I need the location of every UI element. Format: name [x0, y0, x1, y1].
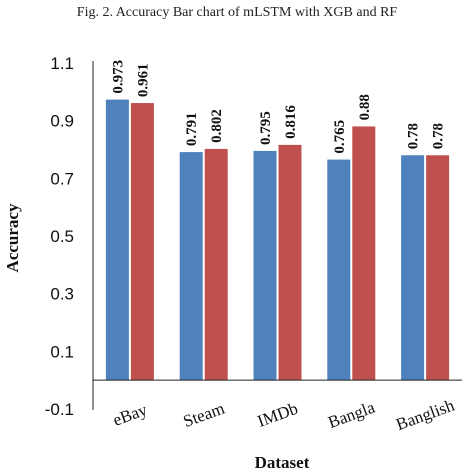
x-axis-categories: eBay Steam IMDb Bangla Banglish [110, 395, 457, 434]
y-tick-label: 1.1 [50, 54, 74, 73]
data-label: 0.791 [184, 112, 200, 146]
y-tick-label: 0.7 [50, 169, 74, 188]
data-label: 0.816 [283, 105, 299, 139]
data-label: 0.78 [406, 123, 422, 149]
category-label: IMDb [255, 399, 301, 431]
data-label: 0.78 [431, 123, 447, 149]
bar-series1 [179, 152, 203, 381]
bar-series2 [352, 126, 376, 381]
bar-series2 [130, 103, 154, 381]
x-axis-title: Dataset [255, 453, 310, 472]
data-label: 0.795 [258, 111, 274, 145]
bar-series1 [253, 150, 277, 381]
bar-series1 [327, 159, 351, 381]
category-label: Banglish [394, 395, 458, 434]
category-label: Bangla [326, 398, 378, 432]
data-labels: 0.973 0.961 0.791 0.802 0.795 0.816 0.765 0.88 0… [110, 60, 446, 154]
bar-series2 [426, 155, 450, 381]
y-axis-ticks: 1.1 0.9 0.7 0.5 0.3 0.1 -0.1 [45, 54, 74, 419]
category-label: Steam [181, 399, 227, 431]
bar-series2 [278, 144, 302, 381]
bars [105, 99, 450, 381]
data-label: 0.961 [135, 63, 151, 97]
y-axis-title: Accuracy [3, 203, 22, 272]
data-label: 0.765 [332, 120, 348, 154]
category-label: eBay [110, 400, 150, 430]
figure-caption: Fig. 2. Accuracy Bar chart of mLSTM with… [77, 5, 398, 20]
bar-series1 [105, 99, 129, 381]
y-tick-label: 0.9 [50, 112, 74, 131]
y-tick-label: 0.3 [50, 285, 74, 304]
y-tick-label: 0.1 [50, 342, 74, 361]
data-label: 0.802 [209, 109, 225, 143]
y-tick-label: -0.1 [45, 400, 74, 419]
data-label: 0.88 [357, 94, 373, 120]
data-label: 0.973 [110, 60, 126, 94]
y-tick-label: 0.5 [50, 227, 74, 246]
bar-series2 [204, 148, 228, 381]
bar-series1 [401, 155, 425, 381]
